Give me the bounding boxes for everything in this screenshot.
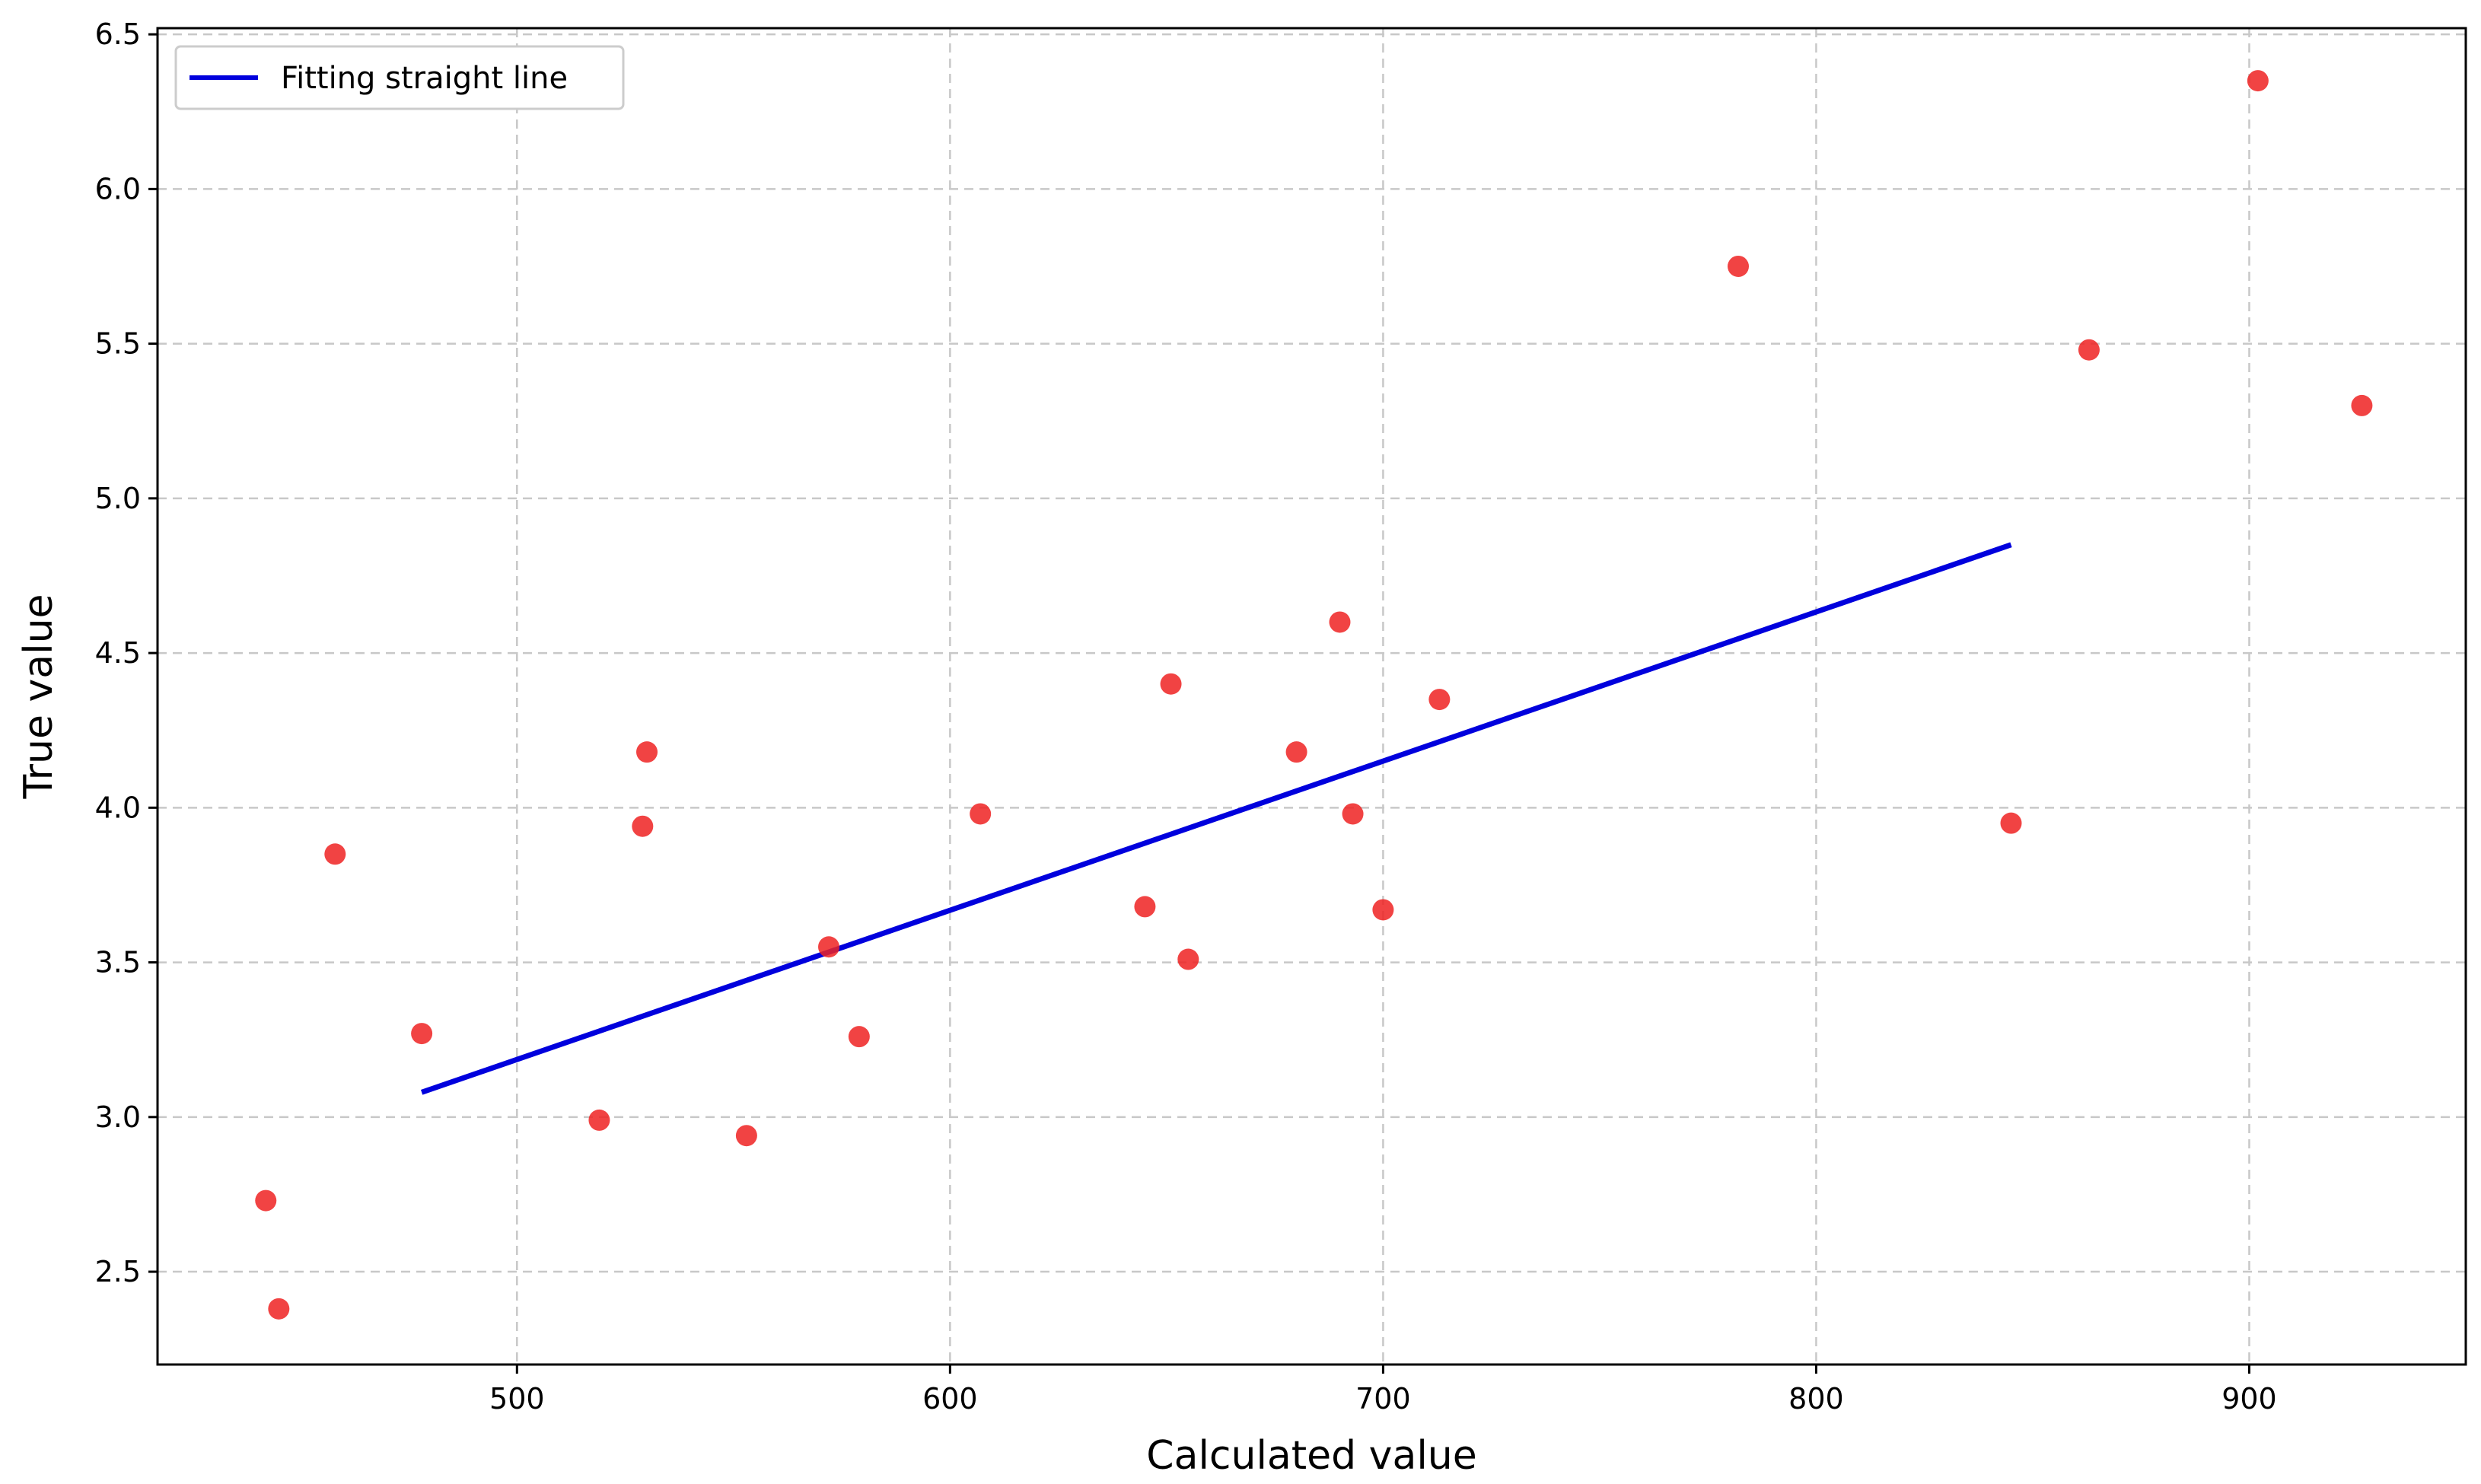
data-point [1342,803,1364,825]
data-point [268,1298,290,1320]
y-axis-label: True value [16,594,62,799]
data-point [632,815,654,837]
x-tick-label: 500 [489,1382,545,1416]
data-point [1329,611,1351,633]
x-tick-label: 700 [1355,1382,1411,1416]
data-point [970,803,992,825]
data-point [1177,948,1199,970]
x-tick-label: 800 [1788,1382,1844,1416]
data-point [818,936,840,958]
y-tick-label: 6.5 [95,18,141,51]
data-point [2000,812,2022,834]
plot-frame [156,27,2467,1366]
data-point [848,1026,870,1048]
x-axis-label: Calculated value [1146,1433,1476,1479]
y-tick-label: 4.0 [95,791,141,824]
data-point [255,1189,277,1212]
y-tick-label: 6.0 [95,172,141,205]
data-point [588,1109,610,1131]
x-tick-label: 900 [2221,1382,2277,1416]
data-point [1728,255,1750,277]
data-point [2247,70,2269,92]
data-point [1372,899,1394,921]
y-tick-label: 2.5 [95,1255,141,1288]
data-point [636,741,658,763]
legend-label: Fitting straight line [281,61,568,96]
data-point [1160,673,1182,695]
y-tick-label: 5.5 [95,327,141,361]
data-point [324,843,346,865]
data-point [411,1023,433,1045]
data-point [1134,896,1156,918]
y-tick-label: 5.0 [95,482,141,515]
y-tick-label: 4.5 [95,636,141,670]
legend: Fitting straight line [174,45,625,110]
y-tick-label: 3.0 [95,1100,141,1134]
data-points [255,70,2373,1320]
data-point [1428,689,1451,711]
fit-line-layer [420,542,2012,1095]
data-point [2078,339,2100,361]
data-point [735,1125,757,1147]
x-tick-label: 600 [922,1382,978,1416]
data-point [1285,741,1307,763]
axis-ticks: 500 600 700 800 900 2.5 3.0 3.5 4.0 4.5 5.0 5.5 6.0 6… [95,18,2277,1416]
y-tick-label: 3.5 [95,946,141,979]
data-point [2351,394,2373,416]
fitting-straight-line [420,542,2012,1095]
legend-box [174,45,625,110]
